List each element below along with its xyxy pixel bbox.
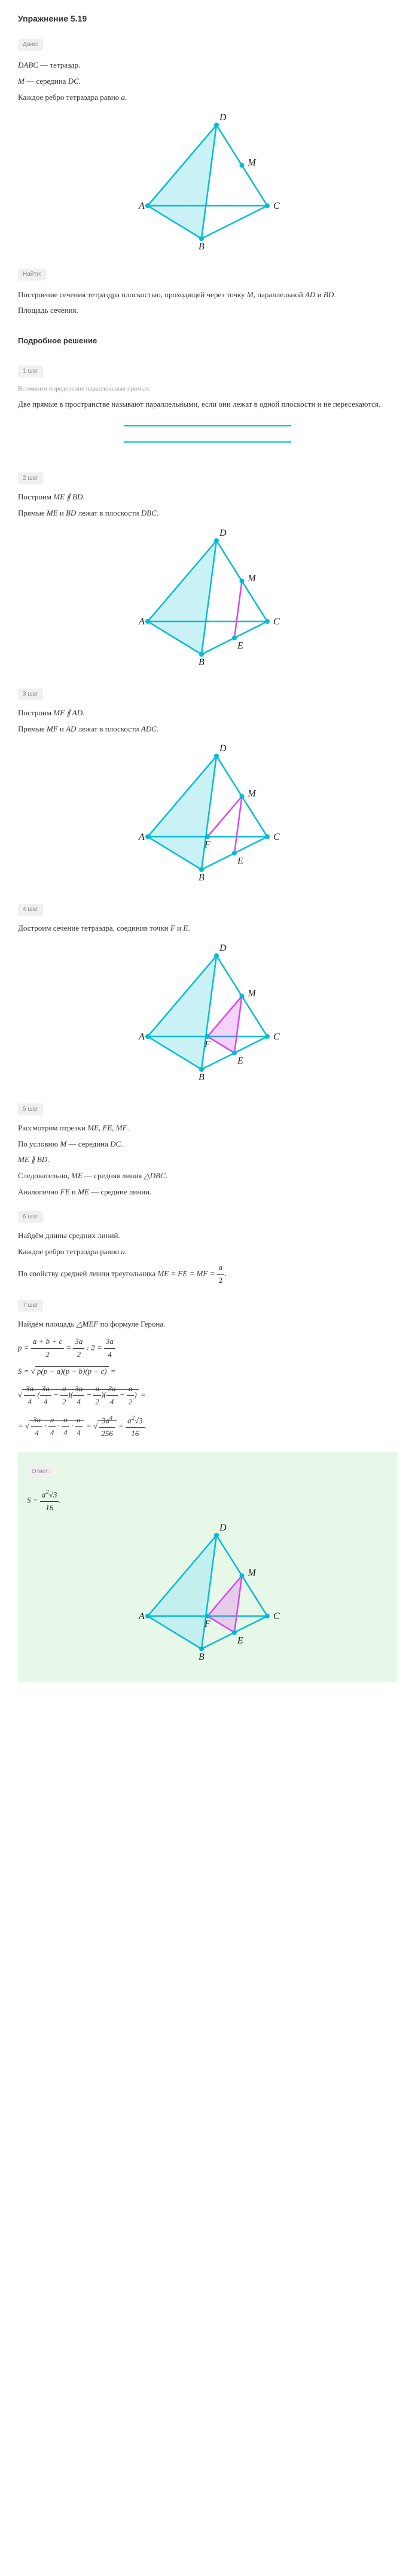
step-6-tag: 6 шаг (18, 1211, 43, 1223)
figure-4: A B C D M E F (18, 941, 397, 1089)
svg-text:E: E (237, 1056, 243, 1066)
svg-text:M: M (248, 988, 257, 998)
step-2-line-1: Построим ME ∥ BD. (18, 491, 397, 504)
svg-text:A: A (138, 832, 145, 842)
given-line-2: M — середина DC. (18, 75, 397, 88)
svg-text:C: C (273, 201, 280, 211)
figure-2: A B C D M E (18, 526, 397, 673)
given-tag: Дано: (18, 39, 43, 51)
svg-text:A: A (138, 1611, 145, 1621)
step-1-tag: 1 шаг (18, 365, 43, 377)
step-6-line-2: Каждое ребро тетраэдра равно a. (18, 1246, 397, 1258)
step-5-line-5: Аналогично FE и ME — средние линии. (18, 1186, 397, 1199)
formula-s-heron: S = √p(p − a)(p − b)(p − c) = (18, 1365, 397, 1378)
solution-heading: Подробное решение (18, 335, 397, 347)
step-1-text: Две прямые в пространстве называют парал… (18, 398, 397, 411)
svg-text:F: F (204, 840, 210, 850)
svg-text:E: E (237, 641, 243, 651)
find-line-2: Площадь сечения. (18, 304, 397, 317)
figure-1: A B C D M (18, 110, 397, 258)
figure-answer: A B C D M E F (27, 1520, 388, 1668)
find-line-1: Построение сечения тетраэдра плоскостью,… (18, 289, 397, 301)
svg-text:M: M (248, 789, 257, 799)
svg-text:A: A (138, 617, 145, 627)
svg-text:M: M (248, 573, 257, 583)
step-5-line-2: По условию M — середина DC. (18, 1138, 397, 1151)
svg-text:B: B (199, 873, 205, 883)
parallel-lines-illustration (18, 425, 397, 443)
svg-text:A: A (138, 201, 145, 211)
given-line-1: DABC — тетраэдр. (18, 59, 397, 72)
step-5-line-3: ME ∥ BD. (18, 1154, 397, 1166)
formula-s-simplify: = √3a4 · a4 · a4 · a4 = √3a4256 = a2√316… (18, 1413, 397, 1440)
svg-text:F: F (204, 1039, 210, 1050)
svg-text:D: D (219, 1523, 227, 1533)
svg-text:C: C (273, 617, 280, 627)
step-2-line-2: Прямые ME и BD лежат в плоскости DBC. (18, 507, 397, 520)
step-5-tag: 5 шаг (18, 1103, 43, 1115)
figure-3: A B C D M E F (18, 741, 397, 889)
step-7-line-1: Найдём площадь △MEF по формуле Герона. (18, 1318, 397, 1331)
svg-text:B: B (199, 1652, 205, 1662)
step-4-line-1: Достроим сечение тетраэдра, соединив точ… (18, 922, 397, 935)
svg-text:A: A (138, 1032, 145, 1042)
svg-text:C: C (273, 832, 280, 842)
svg-text:B: B (199, 657, 205, 667)
svg-text:B: B (199, 242, 205, 252)
svg-text:B: B (199, 1072, 205, 1083)
svg-text:M: M (248, 157, 257, 167)
step-3-tag: 3 шаг (18, 688, 43, 700)
answer-tag: Ответ: (27, 1466, 54, 1478)
svg-text:C: C (273, 1032, 280, 1042)
step-3-line-1: Построим MF ∥ AD. (18, 707, 397, 720)
step-5-line-1: Рассмотрим отрезки ME, FE, MF. (18, 1122, 397, 1135)
step-2-tag: 2 шаг (18, 472, 43, 484)
step-3-line-2: Прямые MF и AD лежат в плоскости ADC. (18, 723, 397, 736)
step-4-tag: 4 шаг (18, 904, 43, 916)
step-6-line-3: По свойству средней линии треугольника M… (18, 1261, 397, 1287)
svg-text:F: F (204, 1619, 210, 1629)
svg-text:E: E (237, 856, 243, 867)
step-6-line-1: Найдём длины средних линий. (18, 1230, 397, 1242)
svg-text:E: E (237, 1635, 243, 1645)
svg-text:D: D (219, 943, 227, 953)
step-7-tag: 7 шаг (18, 1300, 43, 1312)
formula-s-expand: √3a4 (3a4 − a2)(3a4 − a2)(3a4 − a2) = (18, 1383, 397, 1409)
formula-p: p = a + b + c2 = 3a2 : 2 = 3a4 (18, 1336, 397, 1361)
svg-text:M: M (248, 1568, 257, 1578)
find-tag: Найти: (18, 269, 46, 281)
svg-text:D: D (219, 743, 227, 754)
svg-text:D: D (219, 528, 227, 538)
svg-text:D: D (219, 112, 227, 123)
step-1-recall: Вспомним определение параллельных прямых… (18, 384, 397, 395)
given-line-3: Каждое ребро тетраэдра равно a. (18, 92, 397, 104)
exercise-title: Упражнение 5.19 (18, 12, 397, 25)
answer-formula: S = a2√316. (27, 1487, 388, 1514)
step-5-line-4: Следовательно, ME — средняя линия △DBC. (18, 1170, 397, 1182)
svg-text:C: C (273, 1611, 280, 1621)
answer-box: Ответ: S = a2√316. A B C D M E F (18, 1452, 397, 1683)
